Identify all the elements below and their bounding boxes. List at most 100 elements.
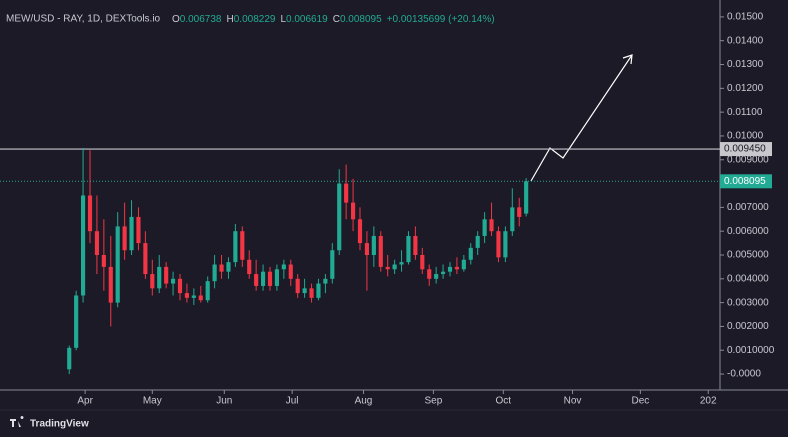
candle-body [524,181,529,214]
candle-body [323,278,328,284]
candle-body [468,247,473,260]
candle-body [295,278,300,294]
candle-body [240,231,245,260]
candle-body [143,243,148,275]
candle-body [427,269,432,279]
candle-body [420,255,425,270]
ohlc-key: L [280,14,286,25]
arrow-head [622,54,633,65]
candle-body [281,264,286,270]
ohlc-value: 0.006738 [180,14,222,25]
change: +0.00135699 (+20.14%) [387,14,495,25]
candle-body [461,259,466,270]
candle-body [81,195,86,296]
x-tick-label: Dec [631,396,649,407]
candle-body [67,347,72,370]
candle-body [413,235,418,255]
brand: TradingView [30,419,89,430]
candle-body [517,207,522,217]
candle-body [454,266,459,270]
candle-body [74,295,79,348]
candle-body [371,235,376,255]
y-tick-label: -0.0000 [727,369,761,380]
candle-body [261,271,266,286]
candle-body [129,216,134,251]
y-tick-label: 0.01400 [727,35,764,46]
candle-body [274,269,279,286]
candle-body [378,235,383,267]
candle-body [337,183,342,251]
candle-body [503,231,508,258]
candle-body [191,295,196,298]
candle-body [198,295,203,301]
candle-body [108,266,113,303]
candle-body [434,274,439,279]
ohlc-values: O0.006738 H0.008229 L0.006619 C0.008095 +0.0… [172,14,495,25]
candle-body [351,202,356,220]
ohlc-value: 0.008095 [340,14,382,25]
level-tag [720,142,772,157]
x-tick-label: Jul [286,396,299,407]
candle-body [489,219,494,232]
ohlc-key: O [172,14,180,25]
y-tick-label: 0.007000 [727,202,769,213]
tv-logo [10,415,24,427]
y-tick-label: 0.009000 [727,154,769,165]
candle-body [364,243,369,255]
candle-body [150,274,155,289]
y-tick-label: 0.003000 [727,297,769,308]
ohlc-key: H [227,14,234,25]
candle-body [115,226,120,303]
projection-arrow [530,54,633,182]
candle-body [164,266,169,284]
candle-body [101,255,106,267]
x-tick-label: May [143,396,162,407]
y-tick-label: 0.01100 [727,107,763,118]
candle-body [344,183,349,203]
header: MEW/USD - RAY, 1D, DEXTools.io O0.006738… [6,14,495,25]
candle-body [406,235,411,263]
candle-body [177,278,183,294]
candle-body [441,271,446,275]
y-tick-label: 0.01000 [727,131,764,142]
y-tick-label: 0.01500 [727,12,764,23]
candle-body [184,293,189,298]
ohlc-key: C [333,14,340,25]
candle-body [385,266,390,270]
candle-body [302,288,307,294]
level-label: 0.009450 [724,144,766,155]
x-tick-label: Nov [564,396,582,407]
y-tick-label: 0.01200 [727,83,764,94]
ohlc-value: 0.008229 [234,14,276,25]
candle-body [267,271,273,286]
candle-body [87,195,93,232]
candle-body [447,266,453,272]
candle-body [219,264,224,272]
y-tick-label: 0.01300 [727,59,764,70]
candle-body [136,216,141,244]
y-tick-label: 0.002000 [727,321,769,332]
x-tick-label: Jun [216,396,232,407]
candle-body [475,235,480,248]
candle-body [288,264,293,279]
y-tick-label: 0.004000 [727,273,769,284]
candle-body [94,231,99,255]
candle-body [482,219,487,236]
candle-body [122,226,127,251]
y-tick-label: 0.0010000 [727,345,775,356]
candle-body [233,231,238,263]
candle-body [392,264,397,270]
candle-body [212,264,217,282]
candle-body [157,266,162,289]
x-tick-label: Sep [424,396,442,407]
candle-body [496,231,501,258]
x-tick-label: Aug [355,396,373,407]
y-tick-label: 0.006000 [727,226,769,237]
y-tick-label: 0.005000 [727,250,769,261]
x-tick-label: 202 [700,396,717,407]
candle-body [399,262,404,265]
candle-body [316,283,321,298]
candle-body [330,250,335,279]
candle-body [510,207,515,232]
